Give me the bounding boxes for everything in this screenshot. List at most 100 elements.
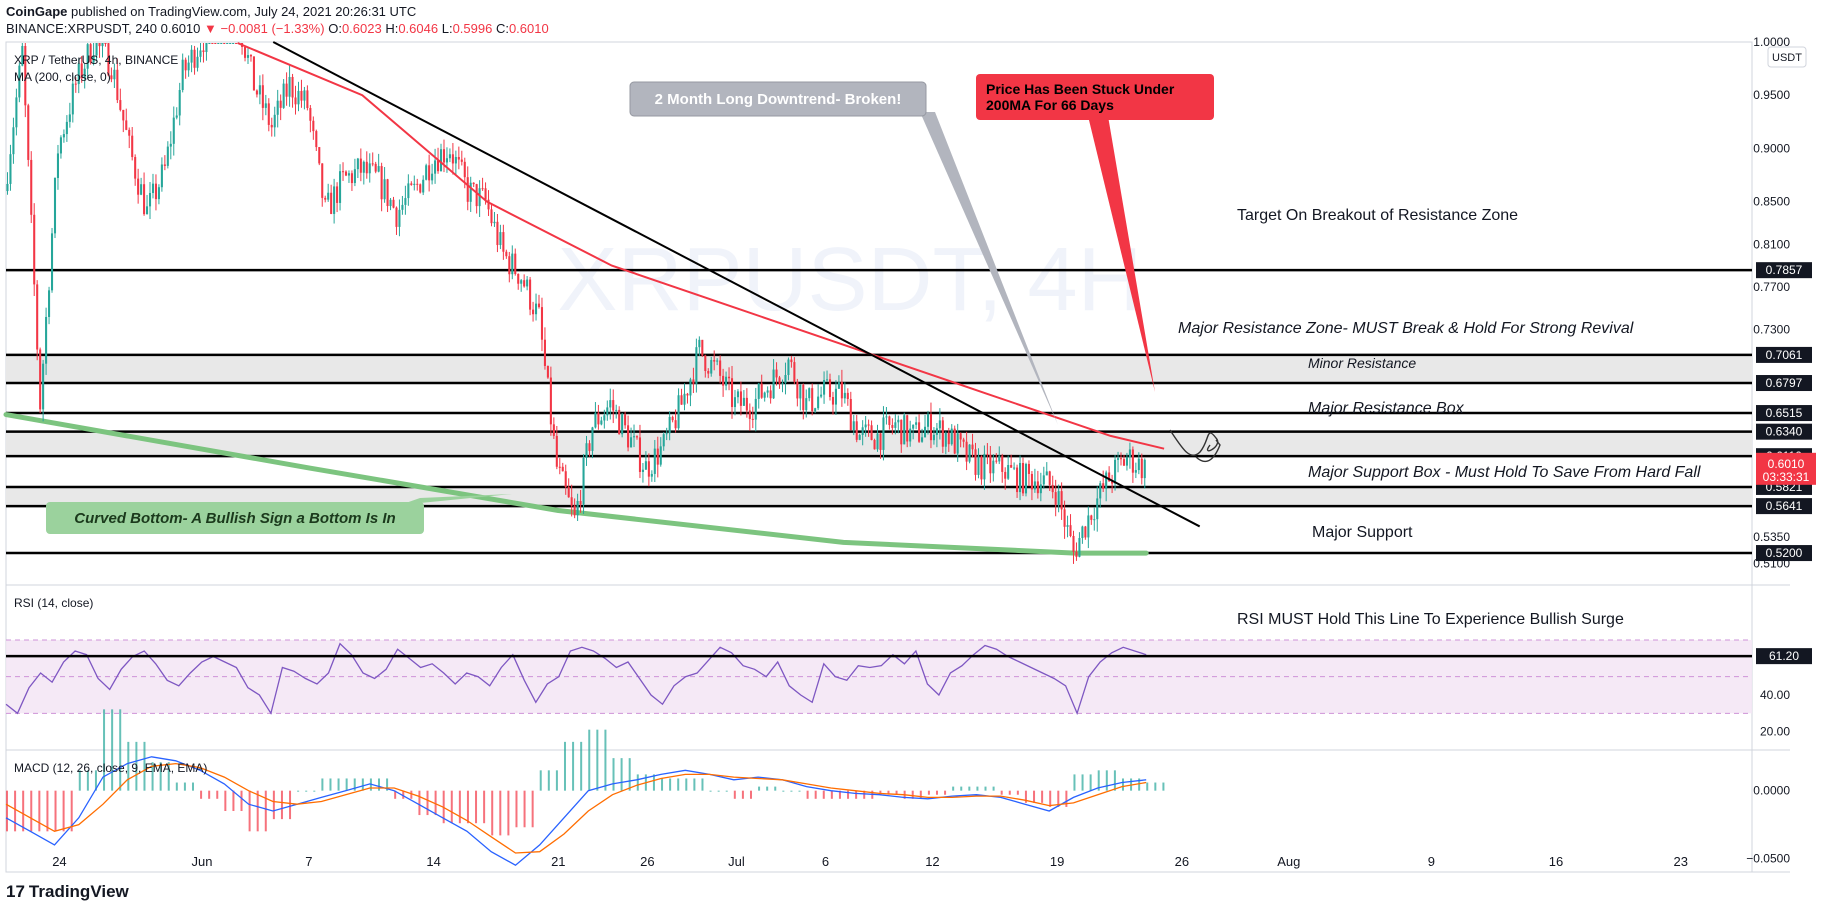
candle-body: [725, 376, 728, 386]
candle-body: [772, 369, 775, 399]
time-tick-label: Jul: [728, 854, 745, 869]
macd-histogram-bar: [159, 762, 162, 791]
candle-body: [273, 114, 276, 128]
rsi-tick-label: 20.00: [1760, 725, 1790, 739]
candle-body: [1114, 459, 1117, 484]
candle-body: [843, 392, 846, 399]
macd-histogram-bar: [426, 790, 429, 816]
candle-body: [514, 253, 517, 275]
macd-histogram-bar: [685, 778, 688, 791]
candle-body: [840, 382, 843, 399]
candle-body: [181, 59, 184, 90]
candle-body: [825, 379, 829, 381]
candle-body: [187, 62, 190, 71]
candle-body: [481, 188, 484, 190]
macd-histogram-bar: [240, 790, 243, 811]
macd-histogram-bar: [1081, 774, 1084, 791]
time-tick-label: 26: [1175, 854, 1189, 869]
ma200-line: [237, 42, 1165, 450]
candle-body: [439, 149, 443, 172]
macd-histogram-bar: [175, 782, 178, 791]
candle-body: [1036, 481, 1039, 494]
candle-body: [834, 388, 837, 405]
candle-body: [929, 414, 933, 441]
rsi-annotation: RSI MUST Hold This Line To Experience Bu…: [1237, 611, 1624, 628]
candle-body: [1116, 458, 1120, 460]
chart-canvas[interactable]: XRPUSDT, 4H 2 Month Long Downtrend- Brok…: [0, 0, 1827, 875]
macd-histogram-bar: [70, 790, 73, 832]
candle-body: [1019, 463, 1022, 493]
macd-histogram-bar: [135, 741, 138, 791]
macd-histogram-bar: [774, 786, 777, 791]
macd-histogram-bar: [790, 790, 793, 792]
candle-body: [915, 422, 918, 425]
candle-body: [104, 43, 107, 44]
candle-body: [1140, 458, 1143, 479]
macd-histogram-bar: [677, 778, 680, 791]
candle-body: [321, 163, 324, 198]
candle-body: [437, 160, 440, 172]
time-axis[interactable]: 24 Jun 7 14 21 26 Jul 6 12 19 26 Aug 9 16 23: [52, 854, 1688, 869]
time-tick-label: 14: [426, 854, 440, 869]
macd-histogram-bar: [1121, 778, 1124, 791]
candle-body: [965, 441, 968, 462]
macd-histogram-bar: [1041, 790, 1044, 803]
candle-body: [252, 56, 255, 91]
time-tick-label: Jun: [191, 854, 212, 869]
candle-body: [558, 466, 561, 468]
candle-body: [255, 90, 258, 95]
candle-body: [59, 137, 62, 154]
candle-body: [217, 43, 220, 44]
candle-body: [466, 177, 469, 202]
candle-body: [805, 398, 808, 411]
candle-body: [457, 156, 460, 160]
candle-body: [552, 424, 555, 436]
candle-body: [1057, 491, 1060, 505]
candle-body: [148, 193, 152, 207]
publisher-name[interactable]: CoinGape: [6, 4, 68, 19]
macd-histogram-bar: [345, 778, 348, 791]
candle-body: [656, 448, 659, 465]
candle-body: [668, 416, 671, 434]
tradingview-footer[interactable]: 17 TradingView: [6, 882, 129, 902]
price-level-badge: [1756, 405, 1812, 422]
currency-badge[interactable]: [1767, 46, 1807, 68]
candle-body: [383, 179, 386, 200]
candle-body: [1033, 481, 1036, 490]
candle-body: [769, 390, 772, 399]
candle-body: [484, 188, 487, 200]
macd-histogram-bar: [717, 790, 720, 792]
published-text: published on TradingView.com, July 24, 2…: [71, 4, 417, 19]
macd-histogram-bar: [1105, 770, 1108, 791]
candle-body: [680, 395, 683, 405]
candle-body: [229, 43, 232, 44]
open-label: O:: [328, 21, 342, 36]
macd-histogram-bar: [652, 774, 655, 791]
candle-body: [463, 161, 466, 178]
candle-body: [425, 165, 428, 180]
macd-histogram-bar: [531, 790, 534, 828]
macd-histogram-bar: [78, 770, 81, 791]
macd-histogram-bar: [927, 790, 930, 795]
candle-body: [282, 83, 285, 108]
candle-body: [154, 183, 157, 200]
candle-body: [312, 120, 315, 132]
candle-body: [1045, 471, 1048, 476]
macd-tick-label: −0.0500: [1746, 851, 1790, 865]
candle-body: [386, 179, 389, 207]
macd-histogram-bar: [1097, 770, 1100, 791]
candle-body: [612, 400, 615, 411]
candle-body: [814, 408, 817, 412]
macd-histogram-bar: [321, 778, 324, 791]
candle-body: [823, 380, 826, 395]
macd-histogram-bar: [701, 778, 704, 791]
candle-body: [615, 409, 618, 411]
candle-body: [567, 487, 570, 498]
macd-histogram-bar: [208, 790, 211, 799]
candle-body: [1024, 463, 1028, 494]
candle-body: [21, 46, 24, 66]
candle-body: [86, 44, 89, 69]
price-tick-label: 0.8500: [1753, 195, 1790, 209]
macd-histogram-bar: [1024, 790, 1027, 803]
macd-histogram-bar: [1073, 774, 1076, 791]
